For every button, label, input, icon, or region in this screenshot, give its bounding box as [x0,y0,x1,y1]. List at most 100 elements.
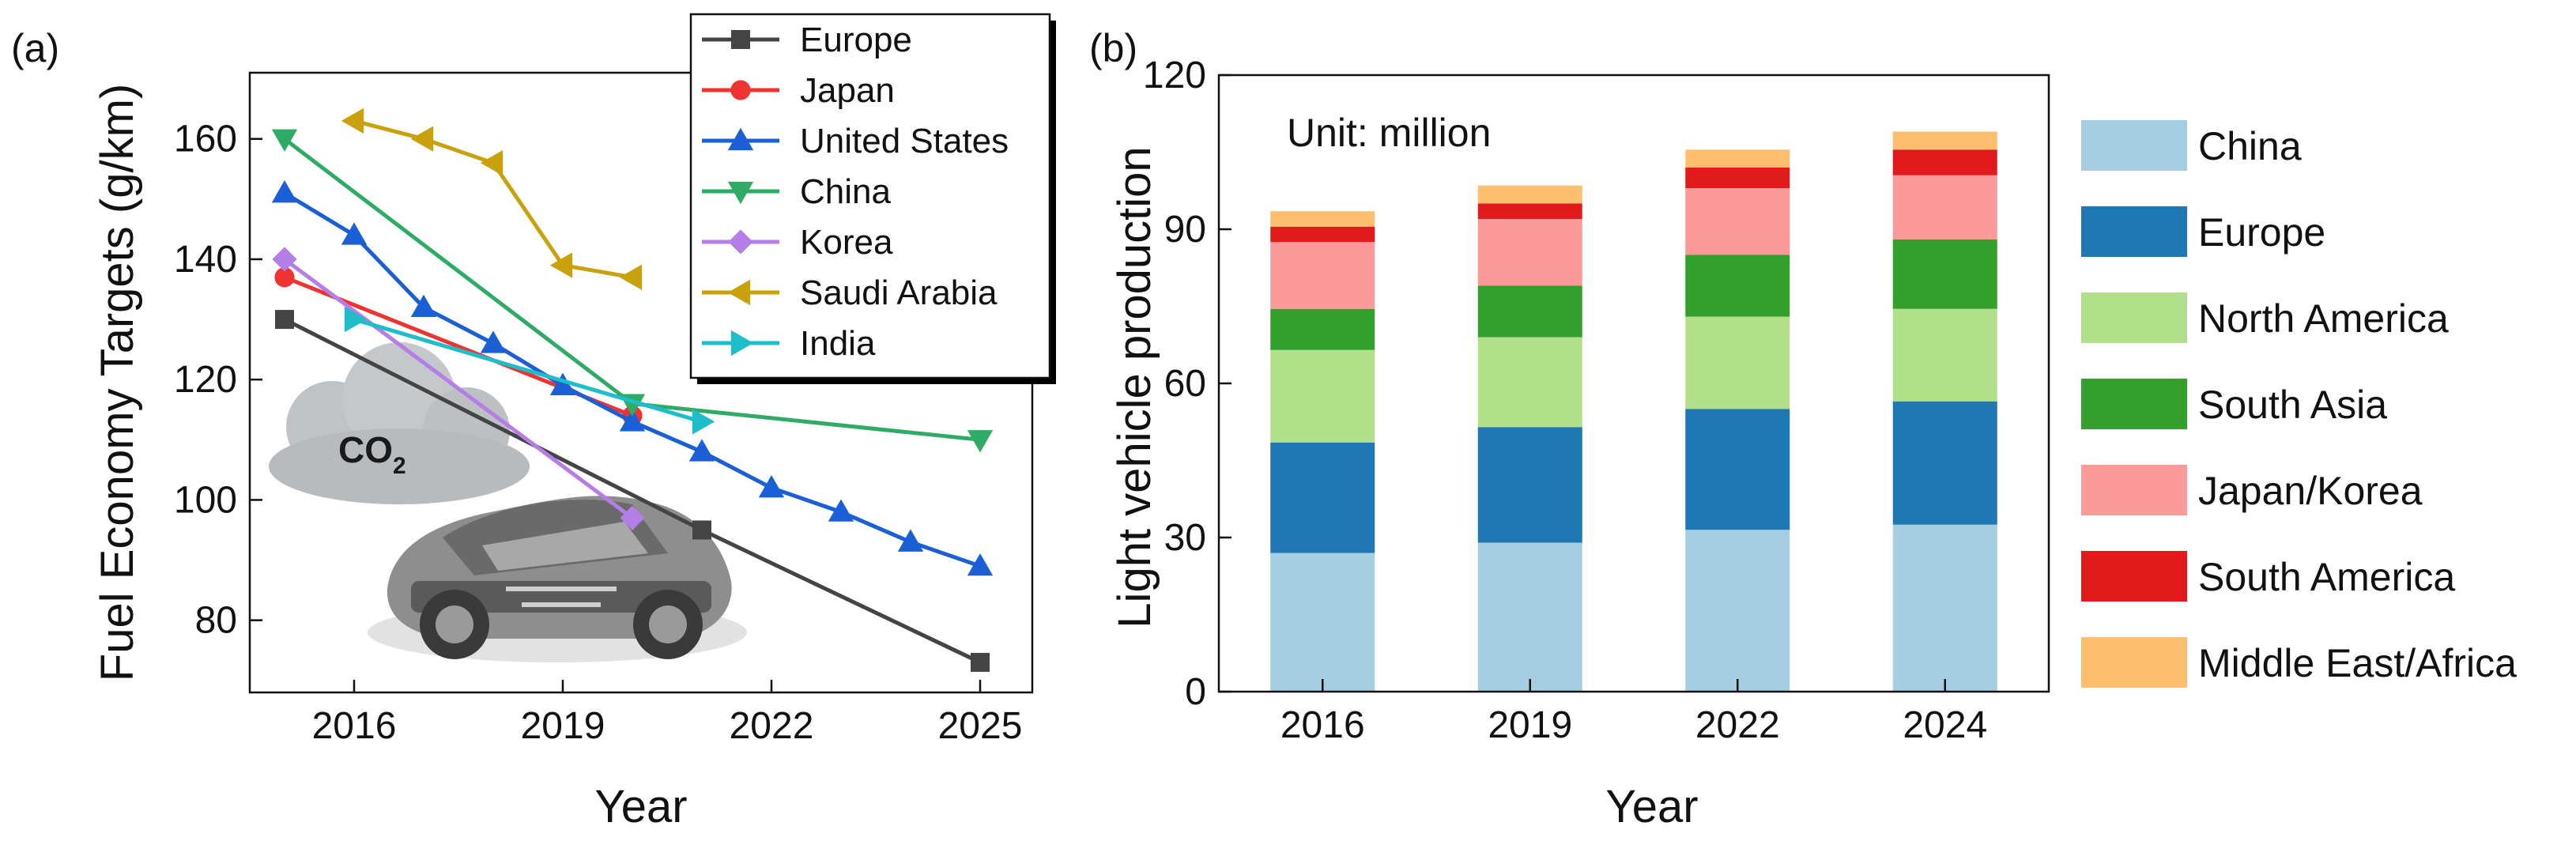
bar-stack-2019 [1477,185,1582,692]
co2-label: CO2 [338,429,406,479]
data-point-india [344,306,368,333]
stacked-bar-chart-panel: 0 30 60 90 120 2016 2019 2022 2024 Unit: millio… [1109,55,2517,832]
bar-segment-china [1892,524,1997,692]
y-tick-label: 80 [195,600,237,642]
bar-segment-china [1270,553,1375,692]
series-india [344,306,715,435]
data-point-united-states [967,553,994,576]
y-tick-label: 0 [1185,671,1206,713]
bar-segment-north-america [1685,316,1790,409]
bar-segment-south-asia [1477,285,1582,338]
y-tick-label: 140 [174,239,237,281]
bar-segment-south-america [1685,168,1790,188]
legend-marker-japan [730,80,751,100]
series-united-states [271,180,994,576]
car-chassis-icon [368,496,747,662]
bar-segment-north-america [1892,308,1997,402]
data-point-europe [692,520,711,540]
x-tick-label: 2025 [938,705,1023,747]
x-tick-label: 2022 [730,705,814,747]
bar-segment-middle-east-africa [1892,131,1997,150]
data-point-united-states [897,529,924,552]
bar-segment-middle-east-africa [1477,185,1582,204]
data-point-saudi-arabia [480,149,504,176]
bar-segment-europe [1685,409,1790,530]
x-tick-label: 2019 [1488,704,1572,746]
legend-box [689,13,1051,379]
data-point-japan [274,267,295,288]
legend-swatch-china [2081,120,2187,171]
line-chart-panel: CO2 80 100 120 140 160 2016 2019 2022 2025 Fuel… [92,13,1056,832]
legend: China Europe North America South Asia Japan/… [2081,120,2517,688]
bar-stack-2024 [1892,131,1997,692]
data-point-korea [620,505,645,530]
co2-car-illustration: CO2 [269,342,747,662]
series-line-korea [283,257,634,520]
data-point-united-states [758,475,785,498]
y-axis-title: Fuel Economy Targets (g/km) [92,84,143,681]
data-point-china [271,129,298,152]
data-point-saudi-arabia [549,252,573,278]
bar-segment-middle-east-africa [1685,149,1790,168]
data-point-china [967,430,994,453]
bar-segment-japan-korea [1685,188,1790,255]
data-point-united-states [341,222,368,245]
legend-marker-china [727,181,754,205]
y-tick-label: 60 [1164,363,1206,405]
legend-label-united-states: United States [800,122,1009,160]
x-tick-label: 2022 [1695,704,1780,746]
data-point-saudi-arabia [410,126,434,152]
x-tick-label: 2016 [312,705,397,747]
legend-label-india: India [800,324,876,363]
data-point-united-states [480,330,507,353]
legend-swatch-middle-east-africa [2081,637,2187,688]
bar-segment-south-asia [1270,308,1375,350]
data-point-europe [971,652,990,672]
legend-label-south-america: South America [2198,555,2455,599]
y-tick-label: 120 [174,359,237,401]
series-line-saudi-arabia [353,119,633,280]
data-point-united-states [619,409,646,432]
legend-marker-europe [731,30,750,49]
legend-label-saudi-arabia: Saudi Arabia [800,273,998,312]
bar-segment-china [1685,530,1790,692]
legend-swatch-south-asia [2081,379,2187,429]
legend-swatch-north-america [2081,292,2187,343]
data-point-europe [275,310,294,330]
legend-swatch-japan-korea [2081,465,2187,515]
legend-marker-united-states [727,127,754,151]
bar-segment-japan-korea [1270,242,1375,309]
bar-segment-europe [1892,401,1997,525]
y-tick-label: 100 [174,479,237,521]
bar-segment-south-asia [1892,240,1997,309]
bar-segment-europe [1270,442,1375,553]
unit-annotation: Unit: million [1287,111,1491,155]
legend-label-japan-korea: Japan/Korea [2198,469,2423,513]
data-point-india [692,409,715,435]
bar-stack-2016 [1270,211,1375,692]
legend-marker-india [730,330,754,356]
bar-segment-south-america [1477,203,1582,219]
legend: Europe Japan United States China Korea Saudi … [689,13,1056,384]
series-korea [272,247,645,530]
x-tick-label: 2024 [1903,704,1987,746]
legend-label-korea: Korea [800,223,893,262]
y-tick-label: 160 [174,119,237,160]
bar-segment-south-america [1270,226,1375,243]
legend-label-japan: Japan [800,71,895,110]
legend-label-middle-east-africa: Middle East/Africa [2198,641,2517,685]
data-point-saudi-arabia [619,264,643,290]
y-axis-title: Light vehicle production [1109,146,1160,628]
series-line-india [353,317,703,424]
bar-segment-europe [1477,427,1582,543]
legend-label-china: China [2198,124,2302,168]
legend-label-north-america: North America [2198,296,2449,341]
panel-label-a: (a) [11,26,59,70]
legend-marker-saudi-arabia [727,279,751,306]
y-tick-label: 30 [1164,517,1206,559]
legend-label-south-asia: South Asia [2198,383,2387,427]
legend-marker-korea [728,229,753,255]
legend-label-europe: Europe [800,21,912,59]
data-point-united-states [688,439,715,462]
